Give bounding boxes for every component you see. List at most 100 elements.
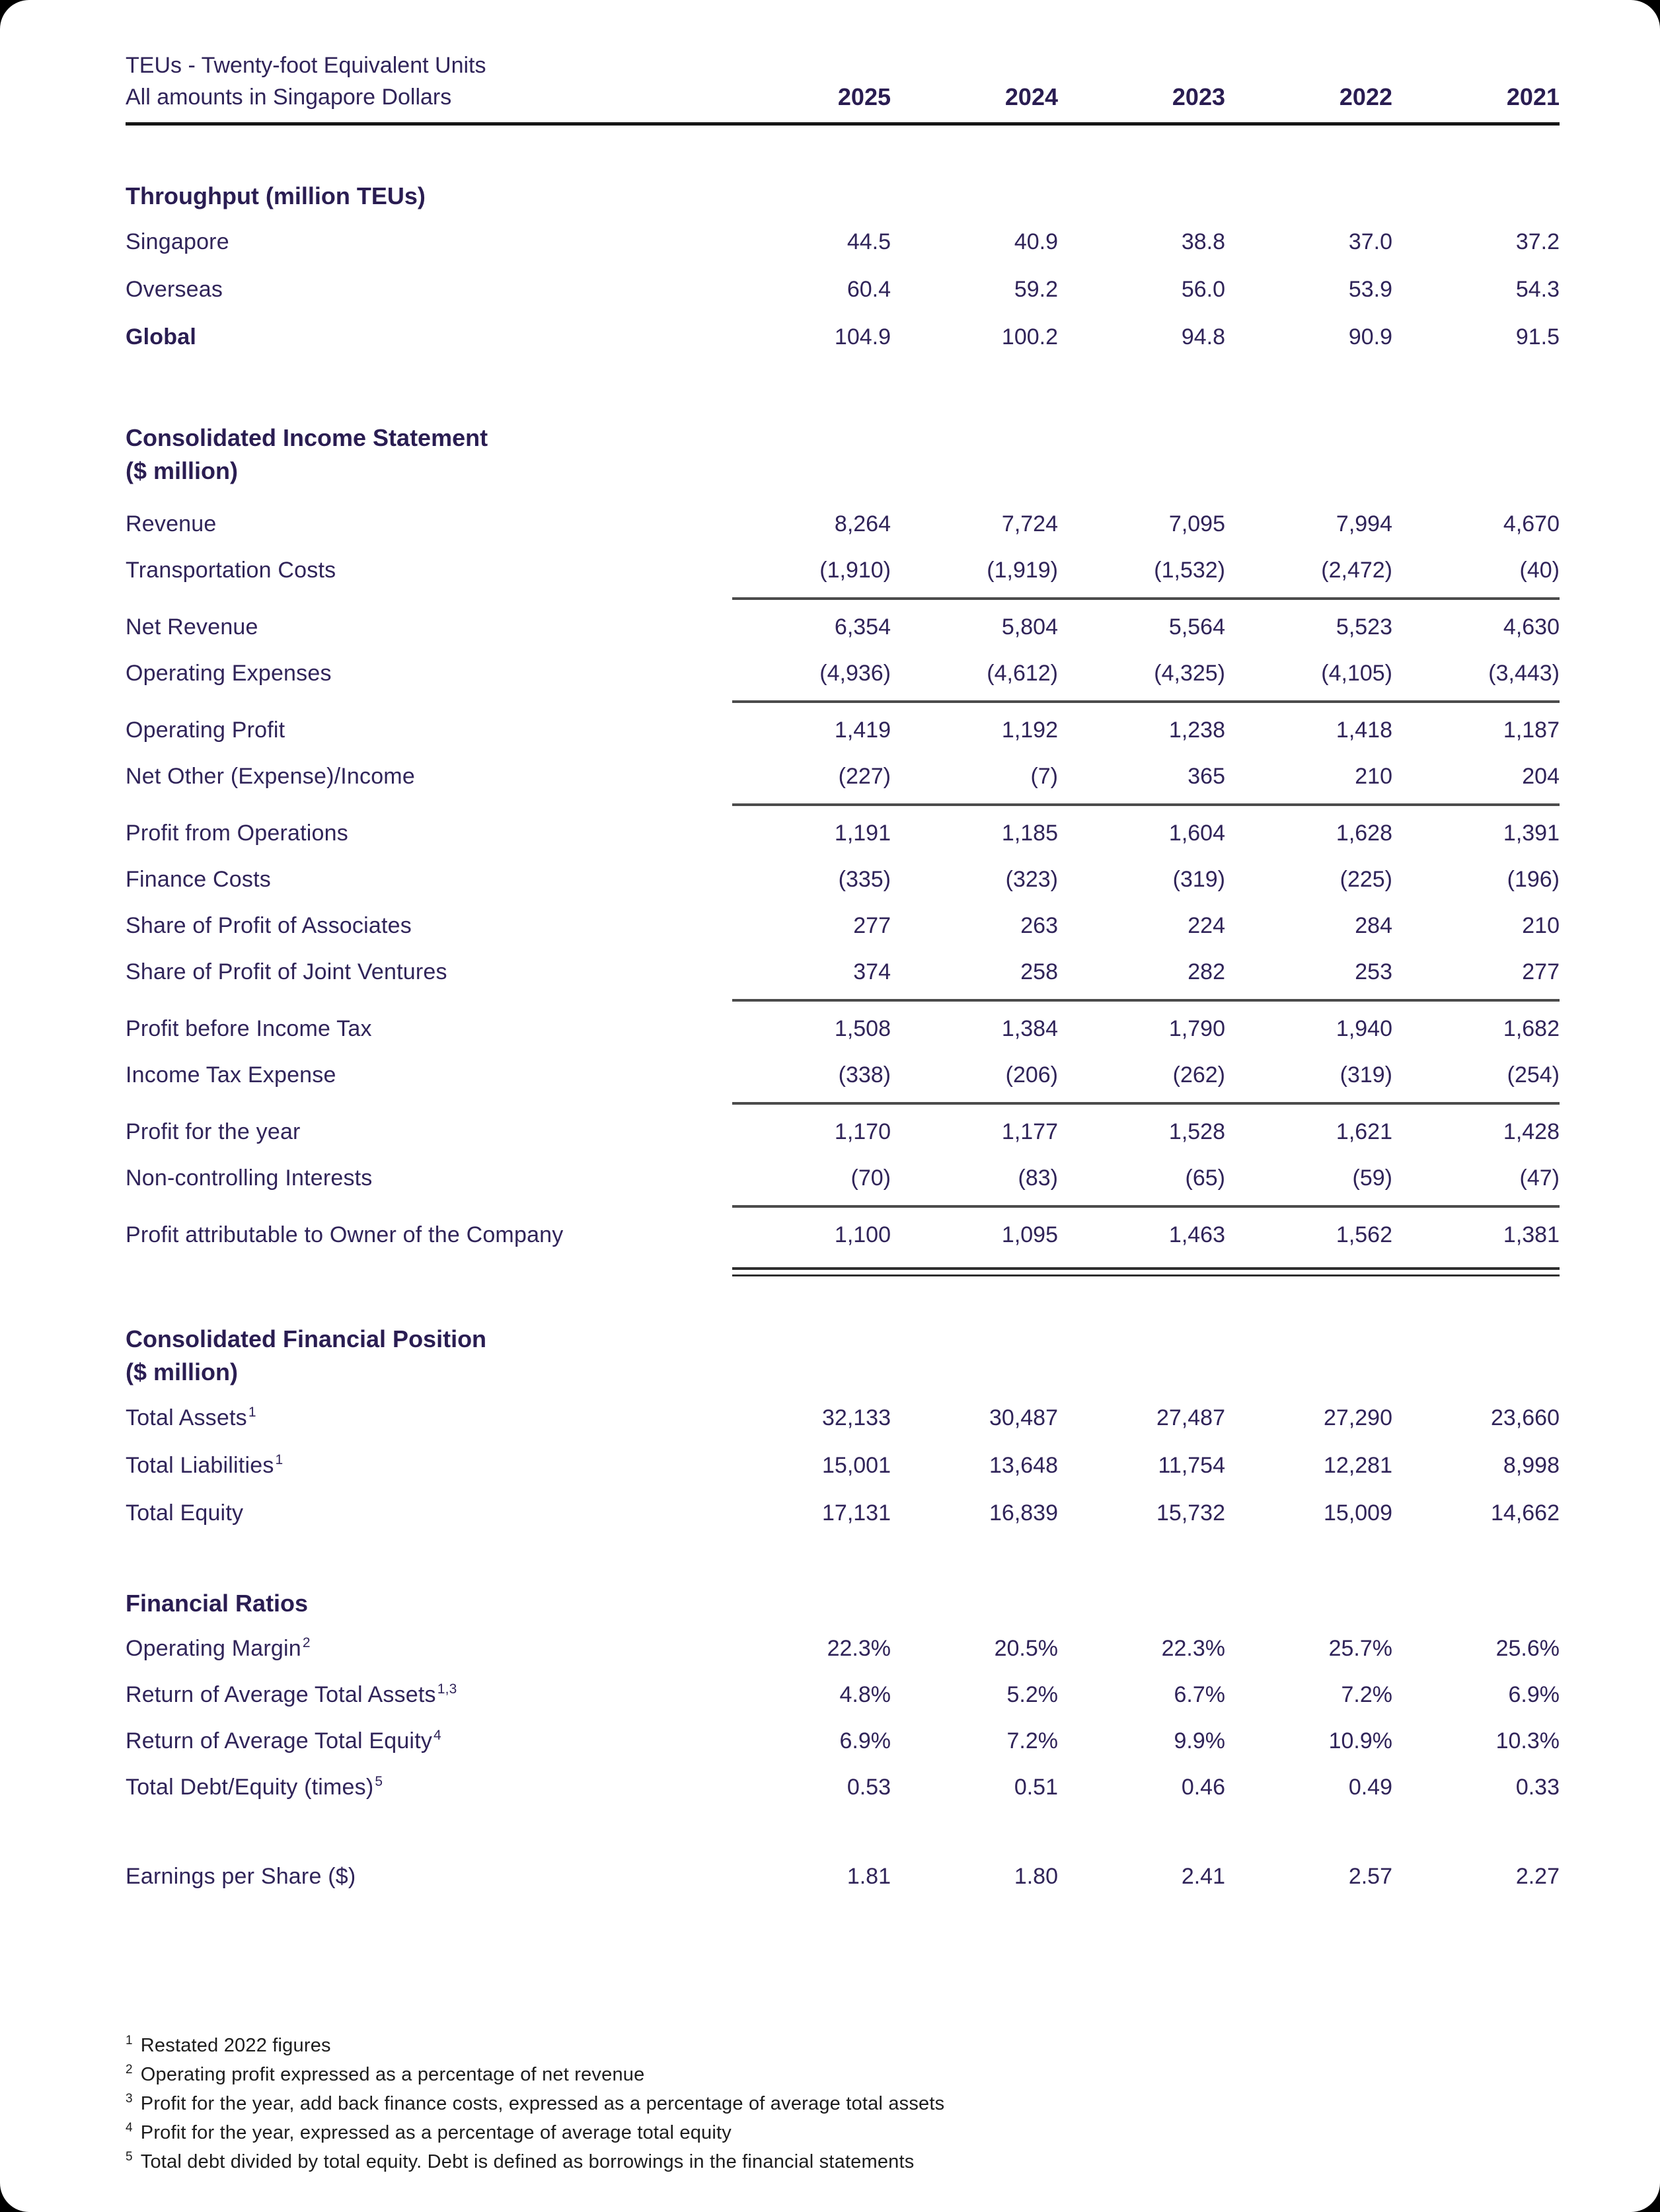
row-value: (338)	[838, 1062, 891, 1088]
footnote-line: 1 Restated 2022 figures	[126, 2034, 331, 2056]
row-value: 1,428	[1503, 1119, 1560, 1144]
row-value: 54.3	[1515, 276, 1560, 302]
table-row: Share of Profit of Joint Ventures 374 258 2…	[126, 949, 1560, 995]
footnotes: 1 Restated 2022 figures 2 Operating profit …	[126, 2031, 1560, 2176]
row-label: Profit for the year	[126, 1119, 301, 1144]
row-value: 1,095	[1001, 1222, 1058, 1247]
row-value: 7.2%	[1006, 1728, 1059, 1753]
table-row: Finance Costs (335) (323) (319) (225) (196)	[126, 856, 1560, 903]
row-label: Share of Profit of Joint Ventures	[126, 959, 447, 984]
row-value: 0.51	[1014, 1774, 1058, 1800]
row-value: 7,994	[1336, 511, 1392, 536]
table-row: Operating Profit 1,419 1,192 1,238 1,418 1,18…	[126, 707, 1560, 753]
row-value: 1,528	[1168, 1119, 1225, 1144]
row-value: 4,670	[1503, 511, 1560, 536]
row-value: 1,621	[1336, 1119, 1392, 1144]
table-row: Operating Margin2 22.3% 20.5% 22.3% 25.7% 25.…	[126, 1625, 1560, 1672]
section-rows: Total Assets1 32,133 30,487 27,487 27,290 23,…	[126, 1394, 1560, 1537]
row-value: 91.5	[1515, 324, 1560, 350]
table-row: Share of Profit of Associates 277 263 224 28…	[126, 903, 1560, 949]
row-value: (225)	[1339, 866, 1392, 892]
row-label: Global	[126, 324, 196, 350]
row-value: (2,472)	[1321, 557, 1392, 583]
row-value: 40.9	[1014, 229, 1058, 254]
section-income-statement: Consolidated Income Statement ($ million…	[126, 422, 1560, 1276]
row-value: (254)	[1507, 1062, 1560, 1088]
row-value: 15,732	[1156, 1500, 1225, 1526]
row-value: 15,009	[1324, 1500, 1392, 1526]
footnote-marker: 1	[275, 1452, 283, 1468]
row-value: (47)	[1519, 1165, 1560, 1191]
row-value: (335)	[838, 866, 891, 892]
row-value: 25.7%	[1328, 1635, 1392, 1661]
row-label: Total Assets1	[126, 1405, 256, 1430]
row-value: (7)	[1030, 763, 1058, 789]
table-row: Overseas 60.4 59.2 56.0 53.9 54.3	[126, 266, 1560, 313]
row-value: 59.2	[1014, 276, 1058, 302]
footnote-line: 5 Total debt divided by total equity. Deb…	[126, 2150, 915, 2172]
footnote-marker: 5	[126, 2150, 133, 2164]
row-value: 6,354	[834, 614, 891, 640]
row-value: (206)	[1005, 1062, 1058, 1088]
section-title: Financial Ratios	[126, 1590, 309, 1617]
row-value: 1,391	[1503, 820, 1560, 846]
row-value: (65)	[1185, 1165, 1225, 1191]
table-rule	[732, 999, 1560, 1002]
section-financial-position: Consolidated Financial Position ($ milli…	[126, 1323, 1560, 1537]
table-rule	[732, 1267, 1560, 1276]
row-value: 1,381	[1503, 1222, 1560, 1247]
row-value: 0.49	[1348, 1774, 1392, 1800]
row-value: 6.9%	[839, 1728, 891, 1753]
table-meta: TEUs - Twenty-foot Equivalent Units All …	[126, 50, 724, 113]
row-label: Revenue	[126, 511, 217, 536]
row-value: 22.3%	[827, 1635, 891, 1661]
row-value: 5.2%	[1006, 1681, 1059, 1707]
row-value: (196)	[1507, 866, 1560, 892]
footnote-marker: 1,3	[437, 1681, 457, 1697]
footnote-marker: 5	[375, 1774, 383, 1790]
footnote-marker: 1	[126, 2034, 133, 2048]
row-value: (70)	[850, 1165, 891, 1191]
table-rule	[732, 803, 1560, 806]
row-value: 12,281	[1324, 1452, 1392, 1478]
section-financial-ratios: Financial Ratios Operating Margin2 22.3% 2…	[126, 1587, 1560, 1810]
table-row: Total Equity 17,131 16,839 15,732 15,009 14,6…	[126, 1489, 1560, 1537]
row-value: (1,919)	[987, 557, 1058, 583]
row-label: Singapore	[126, 229, 229, 254]
table-rule	[732, 1205, 1560, 1208]
row-label: Overseas	[126, 276, 223, 302]
table-row: Net Revenue 6,354 5,804 5,564 5,523 4,630	[126, 604, 1560, 650]
row-label: Operating Margin2	[126, 1635, 311, 1661]
row-value: (4,105)	[1321, 660, 1392, 686]
row-value: 5,804	[1001, 614, 1058, 640]
row-value: 37.0	[1348, 229, 1392, 254]
section-subtitle: ($ million)	[126, 457, 238, 484]
row-value: 56.0	[1181, 276, 1225, 302]
row-value: (319)	[1172, 866, 1225, 892]
section-rows: Revenue 8,264 7,724 7,095 7,994 4,670 Transpor…	[126, 501, 1560, 1276]
table-row: Profit for the year 1,170 1,177 1,528 1,621 1…	[126, 1109, 1560, 1155]
row-value: 104.9	[834, 324, 891, 350]
table-row: Profit from Operations 1,191 1,185 1,604 1,6…	[126, 810, 1560, 856]
row-value: 210	[1355, 763, 1392, 789]
row-value: (3,443)	[1488, 660, 1560, 686]
table-row: Total Debt/Equity (times)5 0.53 0.51 0.46 0.…	[126, 1764, 1560, 1810]
table-row: Profit attributable to Owner of the Comp…	[126, 1212, 1560, 1258]
row-value: (4,936)	[819, 660, 891, 686]
row-value: 2.27	[1515, 1863, 1560, 1889]
row-value: 25.6%	[1495, 1635, 1560, 1661]
table-row: Return of Average Total Equity4 6.9% 7.2% 9…	[126, 1718, 1560, 1764]
row-value: 6.7%	[1174, 1681, 1226, 1707]
row-value: 1,192	[1001, 717, 1058, 743]
row-value: 204	[1522, 763, 1560, 789]
section-subtitle: ($ million)	[126, 1358, 238, 1385]
table-row: Transportation Costs (1,910) (1,919) (1,532…	[126, 547, 1560, 593]
row-value: 5,523	[1336, 614, 1392, 640]
row-label: Return of Average Total Assets1,3	[126, 1681, 457, 1707]
footnote-marker: 1	[248, 1405, 256, 1420]
year-column-header: 2025	[837, 83, 891, 110]
row-value: (227)	[838, 763, 891, 789]
row-value: 0.33	[1515, 1774, 1560, 1800]
row-label: Profit attributable to Owner of the Comp…	[126, 1222, 564, 1247]
